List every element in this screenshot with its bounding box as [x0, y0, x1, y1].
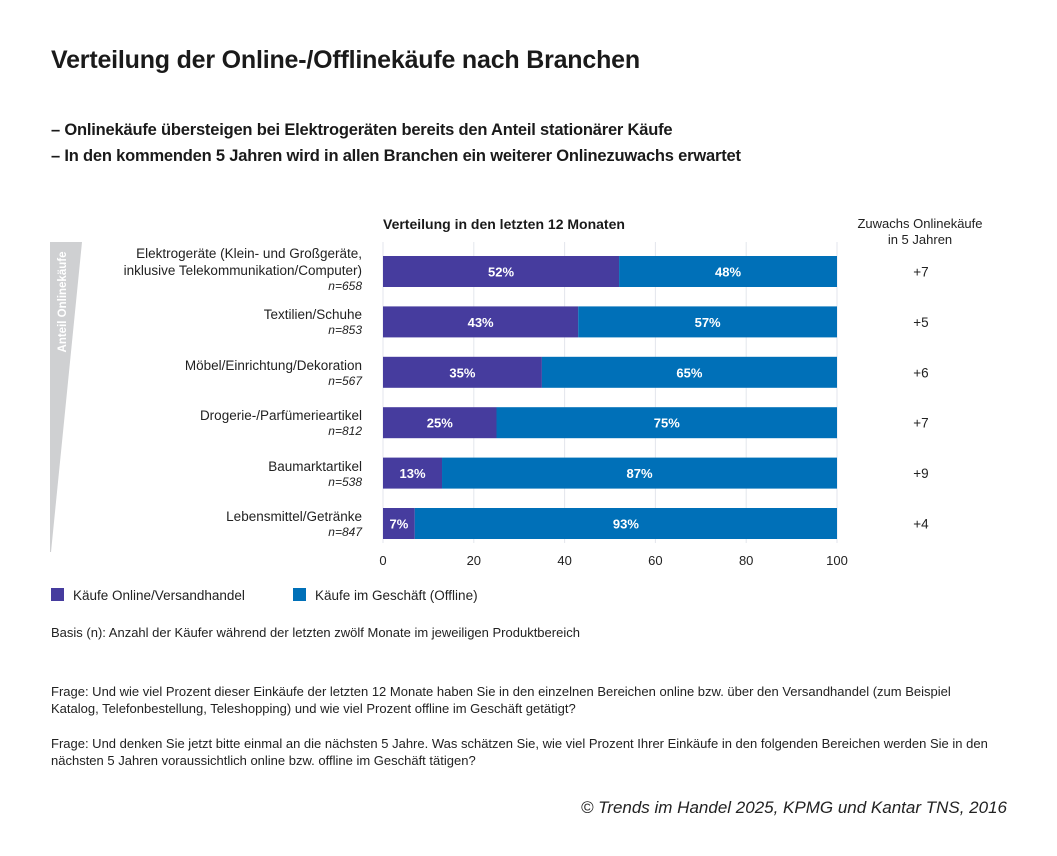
growth-column-header: Zuwachs Onlinekäufe in 5 Jahren: [840, 216, 1000, 248]
growth-value: +6: [913, 365, 928, 380]
growth-value: +4: [913, 517, 929, 532]
bar-online: [383, 508, 415, 539]
legend-swatch-offline: [293, 588, 306, 601]
online-share-wedge: [50, 242, 82, 552]
survey-question-1: Frage: Und wie viel Prozent dieser Einkä…: [51, 684, 951, 716]
sample-size: n=847: [328, 525, 362, 539]
x-tick-label: 60: [648, 553, 662, 568]
sample-size: n=853: [328, 323, 362, 338]
bar-offline: [496, 407, 837, 439]
category-label: Baumarktartikel n=538: [268, 458, 362, 489]
data-label-online: 13%: [399, 466, 425, 481]
basis-note: Basis (n): Anzahl der Käufer während der…: [51, 625, 580, 640]
legend-swatch-online: [51, 588, 64, 601]
bar-offline: [414, 508, 837, 539]
data-label-offline: 57%: [695, 315, 721, 330]
category-name: Textilien/Schuhe: [263, 307, 362, 323]
legend-item-online: Käufe Online/Versandhandel: [51, 588, 245, 603]
bar-online: [383, 457, 443, 489]
data-label-offline: 93%: [613, 517, 639, 532]
data-label-online: 43%: [468, 315, 494, 330]
bar-online: [383, 306, 579, 338]
chart-title: Verteilung in den letzten 12 Monaten: [383, 216, 625, 232]
sample-size: n=658: [328, 278, 362, 293]
copyright-source: © Trends im Handel 2025, KPMG und Kantar…: [580, 798, 1007, 817]
stacked-bar-chart: 0 20 40 60 80 100 52% 48% +7 43% 57% +5 35% 65% +6 25% 7…: [379, 242, 929, 568]
key-finding-1: – Onlinekäufe übersteigen bei Elektroger…: [51, 121, 673, 139]
bar-online: [383, 407, 497, 439]
growth-value: +7: [913, 265, 928, 280]
category-name: Elektrogeräte (Klein- und Großgeräte,: [136, 245, 362, 261]
key-finding-2: – In den kommenden 5 Jahren wird in alle…: [51, 147, 741, 165]
bar-offline: [442, 457, 837, 489]
category-name: Baumarktartikel: [268, 458, 362, 474]
data-label-online: 52%: [488, 265, 514, 280]
growth-value: +7: [913, 416, 928, 431]
sample-size: n=538: [328, 474, 362, 489]
bar-offline: [541, 356, 837, 388]
x-tick-label: 40: [557, 553, 571, 568]
data-label-offline: 48%: [715, 265, 741, 280]
bar-offline: [619, 256, 837, 287]
sample-size: n=812: [328, 424, 362, 439]
x-tick-label: 80: [739, 553, 753, 568]
growth-header-line-1: Zuwachs Onlinekäufe: [857, 216, 983, 231]
x-tick-label: 20: [467, 553, 481, 568]
data-label-online: 25%: [427, 416, 453, 431]
data-label-offline: 75%: [654, 416, 680, 431]
survey-question-2: Frage: Und denken Sie jetzt bitte einmal…: [51, 736, 988, 768]
category-name: Möbel/Einrichtung/Dekoration: [184, 357, 362, 373]
growth-value: +5: [913, 315, 928, 330]
page-title: Verteilung der Online-/Offlinekäufe nach…: [51, 46, 640, 74]
legend-label-offline: Käufe im Geschäft (Offline): [315, 588, 478, 603]
category-name: inklusive Telekommunikation/Computer): [123, 262, 362, 278]
growth-header-line-2: in 5 Jahren: [887, 232, 953, 247]
bar-online: [383, 256, 620, 287]
x-tick-label: 100: [826, 553, 848, 568]
legend-label-online: Käufe Online/Versandhandel: [73, 588, 245, 603]
category-label: Möbel/Einrichtung/Dekoration n=567: [185, 357, 362, 388]
category-name: Drogerie-/Parfümerieartikel: [199, 408, 362, 424]
data-label-online: 35%: [449, 365, 475, 380]
bar-online: [383, 356, 542, 388]
sample-size: n=567: [328, 373, 362, 388]
data-label-online: 7%: [389, 517, 408, 532]
bar-offline: [578, 306, 837, 338]
category-name: Lebensmittel/Getränke: [226, 509, 362, 524]
data-label-offline: 87%: [626, 466, 652, 481]
legend-item-offline: Käufe im Geschäft (Offline): [293, 588, 478, 603]
category-label: Lebensmittel/Getränke n=847: [226, 508, 362, 539]
x-tick-label: 0: [379, 553, 386, 568]
growth-value: +9: [913, 466, 928, 481]
wedge-shape: [50, 242, 82, 552]
category-label: Drogerie-/Parfümerieartikel n=812: [200, 407, 362, 438]
data-label-offline: 65%: [676, 365, 702, 380]
category-label: Elektrogeräte (Klein- und Großgeräte, ink…: [124, 245, 362, 293]
category-label: Textilien/Schuhe n=853: [264, 306, 362, 337]
